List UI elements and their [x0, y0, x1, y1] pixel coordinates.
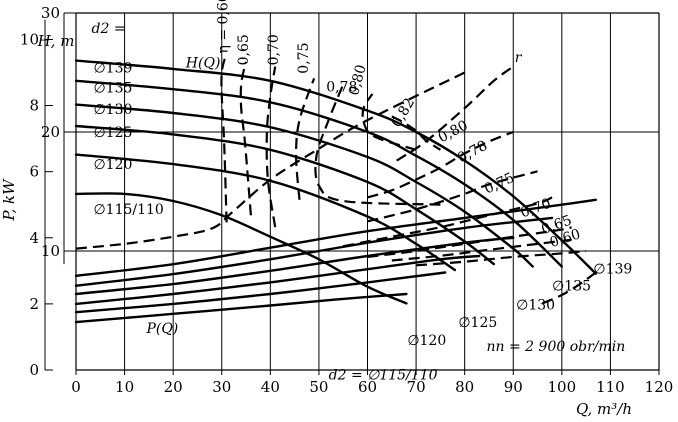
x-tick-label: 0	[71, 378, 81, 396]
efficiency-contour	[367, 226, 572, 258]
power-curve-∅120	[74, 271, 447, 314]
efficiency-label: 0,82	[389, 95, 418, 130]
x-tick-label: 60	[358, 378, 377, 396]
x-tick-label: 50	[309, 378, 328, 396]
efficiency-contour	[361, 93, 417, 151]
efficiency-contour	[265, 66, 277, 228]
efficiency-contour	[391, 115, 441, 151]
head-tick-label: 10	[41, 242, 60, 260]
r-label: r	[515, 50, 523, 66]
head-curve-∅130	[74, 103, 534, 268]
efficiency-contour	[314, 83, 441, 206]
head-diameter-label: ∅125	[93, 125, 132, 141]
efficiency-contour	[416, 249, 587, 267]
power-curve-∅115/110	[74, 292, 408, 324]
x-tick-label: 110	[596, 378, 625, 396]
head-curve-∅120	[74, 153, 457, 272]
head-curve-∅139	[74, 59, 597, 275]
power-curve-∅130	[74, 236, 515, 296]
efficiency-label: 0,80	[436, 117, 471, 146]
efficiency-contour	[367, 170, 538, 223]
end-diameter-label: ∅139	[593, 262, 632, 278]
efficiency-label: 0,65	[236, 34, 252, 65]
hq-label: H(Q)	[185, 56, 221, 72]
power-curve-∅135	[74, 216, 554, 287]
efficiency-label: 0,70	[266, 34, 282, 65]
head-diameter-label: ∅139	[93, 61, 132, 77]
end-diameter-label: ∅135	[552, 278, 591, 294]
x-axis-label: Q, m³/h	[576, 400, 632, 418]
grid	[76, 12, 660, 370]
x-tick-label: 10	[115, 378, 134, 396]
head-diameter-label: ∅115/110	[93, 202, 163, 218]
head-curve-∅115/110	[74, 192, 408, 305]
x-tick-label: 40	[261, 378, 280, 396]
efficiency-contour	[239, 61, 252, 216]
head-tick-label: 20	[41, 123, 60, 141]
power-curve-∅139	[74, 198, 597, 277]
head-curve-∅125	[74, 124, 495, 266]
efficiency-contour	[391, 238, 577, 262]
power-tick-label: 8	[29, 97, 39, 115]
x-tick-label: 100	[548, 378, 577, 396]
efficiency-contour	[220, 54, 228, 223]
dashed-power-dashed-steep	[75, 71, 466, 250]
end-diameter-label: ∅125	[458, 315, 497, 331]
head-diameter-label: ∅120	[93, 157, 132, 173]
power-tick-label: 0	[29, 361, 39, 379]
head-axis-label: H, m	[37, 32, 75, 50]
efficiency-label: 0,80	[346, 63, 370, 97]
power-curve-∅125	[74, 254, 481, 306]
efficiency-label: η = 0,60	[216, 0, 232, 53]
efficiency-contour	[367, 130, 514, 199]
pq-label: P(Q)	[145, 321, 178, 337]
power-tick-label: 6	[29, 163, 39, 181]
end-diameter-label: ∅120	[407, 333, 446, 349]
power-tick-label: 2	[29, 295, 39, 313]
head-diameter-label: ∅135	[93, 81, 132, 97]
x-tick-label: 20	[164, 378, 183, 396]
head-tick-label: 30	[41, 4, 60, 22]
head-curve-∅135	[74, 79, 563, 268]
power-tick-label: 4	[29, 229, 39, 247]
efficiency-contour	[294, 78, 316, 200]
x-tick-label: 80	[455, 378, 474, 396]
power-tick-label: 10	[20, 30, 39, 48]
dashed-r-curve	[396, 65, 514, 162]
efficiency-contour	[342, 196, 553, 248]
efficiency-label: 0,75	[296, 43, 312, 74]
d2-title: d2 =	[92, 21, 126, 37]
head-diameter-label: ∅130	[93, 102, 132, 118]
power-axis-label: P, kW	[0, 178, 18, 222]
x-tick-label: 120	[645, 378, 674, 396]
efficiency-label: 0,78	[326, 80, 357, 96]
x-tick-label: 70	[407, 378, 426, 396]
series	[74, 54, 602, 324]
labels: d2 =∅139∅135∅130∅125∅120∅115/110H(Q)P(Q)…	[92, 0, 633, 384]
dashed-connector	[541, 268, 602, 305]
x-tick-label: 90	[504, 378, 523, 396]
power-curves-title: d2 = ∅115/110	[329, 368, 438, 384]
end-diameter-label: ∅130	[516, 297, 555, 313]
speed-label: nn = 2 900 obr/min	[487, 339, 626, 355]
efficiency-label: 0,75	[482, 170, 517, 198]
efficiency-label: 0,78	[455, 138, 490, 167]
x-tick-label: 30	[212, 378, 231, 396]
